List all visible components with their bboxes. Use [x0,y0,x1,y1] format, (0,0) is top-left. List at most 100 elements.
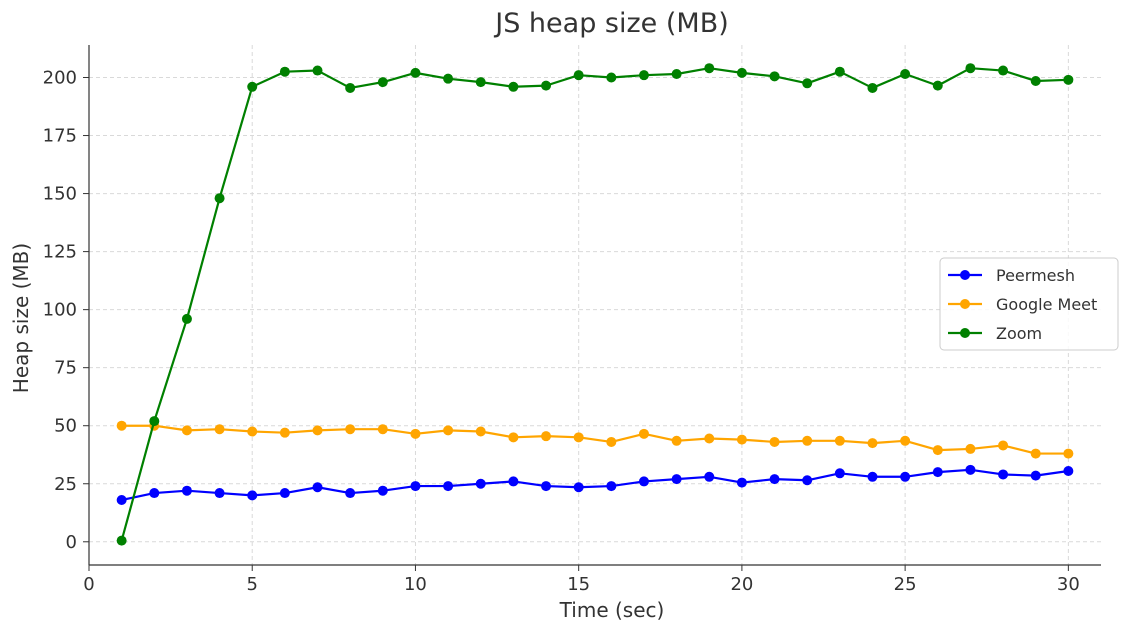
data-point-peermesh [704,471,715,482]
data-point-peermesh [247,490,258,501]
y-tick-label: 150 [43,184,77,205]
data-point-zoom [704,63,715,74]
data-point-zoom [867,82,878,93]
legend-label-google-meet: Google Meet [996,295,1097,314]
series-google-meet [116,420,1074,459]
data-point-google-meet [1030,448,1041,459]
data-point-zoom [965,63,976,74]
data-point-peermesh [867,471,878,482]
data-point-zoom [149,416,160,427]
data-point-google-meet [377,424,388,435]
data-point-peermesh [149,488,160,499]
data-point-google-meet [116,420,127,431]
data-point-zoom [671,69,682,80]
data-point-google-meet [312,425,323,436]
y-tick-label: 50 [54,416,77,437]
data-point-google-meet [606,436,617,447]
data-point-zoom [247,81,258,92]
data-point-peermesh [573,482,584,493]
data-point-peermesh [541,481,552,492]
x-tick-label: 5 [246,574,257,595]
legend-marker-zoom [960,328,970,338]
chart-title: JS heap size (MB) [493,8,729,39]
y-tick-label: 200 [43,68,77,89]
data-point-google-meet [769,436,780,447]
data-point-peermesh [606,481,617,492]
data-point-zoom [541,80,552,91]
series-zoom [116,63,1074,546]
data-point-peermesh [998,469,1009,480]
data-point-zoom [116,535,127,546]
x-tick-label: 30 [1057,574,1080,595]
data-point-zoom [475,77,486,88]
data-point-zoom [802,78,813,89]
data-point-google-meet [541,431,552,442]
data-point-peermesh [410,481,421,492]
data-point-zoom [769,71,780,82]
y-tick-label: 75 [54,358,77,379]
data-point-peermesh [802,475,813,486]
data-point-peermesh [475,478,486,489]
y-tick-label: 100 [43,300,77,321]
data-point-peermesh [214,488,225,499]
data-point-peermesh [1063,465,1074,476]
data-point-google-meet [965,443,976,454]
y-tick-label: 25 [54,474,77,495]
y-tick-label: 0 [66,532,77,553]
data-point-peermesh [834,468,845,479]
data-point-peermesh [932,467,943,478]
data-point-google-meet [279,427,290,438]
data-point-google-meet [181,425,192,436]
data-point-peermesh [181,485,192,496]
legend-marker-peermesh [960,270,970,280]
data-point-peermesh [345,488,356,499]
x-tick-label: 25 [894,574,917,595]
data-point-google-meet [998,440,1009,451]
x-tick-label: 15 [567,574,590,595]
data-point-zoom [345,82,356,93]
y-tick-label: 125 [43,242,77,263]
legend-box [939,257,1119,351]
data-point-zoom [736,67,747,78]
legend: Peermesh Google Meet Zoom [939,257,1119,351]
data-point-zoom [443,73,454,84]
data-point-zoom [638,70,649,81]
data-point-zoom [214,193,225,204]
legend-label-peermesh: Peermesh [996,266,1075,285]
series-line-google-meet [121,424,1069,455]
data-point-google-meet [410,428,421,439]
data-point-google-meet [736,434,747,445]
data-point-peermesh [736,477,747,488]
data-point-zoom [377,77,388,88]
data-point-google-meet [834,435,845,446]
x-axis-label: Time (sec) [559,598,665,622]
data-point-zoom [181,313,192,324]
series-line-peermesh [121,468,1069,502]
data-point-google-meet [932,445,943,456]
data-point-google-meet [900,435,911,446]
data-point-zoom [834,66,845,77]
data-point-zoom [410,67,421,78]
data-point-google-meet [573,432,584,443]
data-point-google-meet [671,435,682,446]
x-tick-label: 20 [730,574,753,595]
data-point-google-meet [704,433,715,444]
y-axis-label: Heap size (MB) [9,243,33,393]
data-point-google-meet [214,424,225,435]
data-point-peermesh [508,476,519,487]
data-point-peermesh [443,481,454,492]
data-point-google-meet [802,435,813,446]
data-point-google-meet [443,425,454,436]
series-layer [116,63,1074,546]
data-point-zoom [1063,74,1074,85]
data-point-peermesh [1030,470,1041,481]
data-point-peermesh [671,474,682,485]
axes: 0 5 10 15 20 25 30 0 25 50 75 100 125 150 175 200 [43,45,1101,595]
data-point-peermesh [116,495,127,505]
data-point-peermesh [377,485,388,496]
data-point-google-meet [475,426,486,437]
data-point-zoom [573,70,584,81]
data-point-zoom [508,81,519,92]
